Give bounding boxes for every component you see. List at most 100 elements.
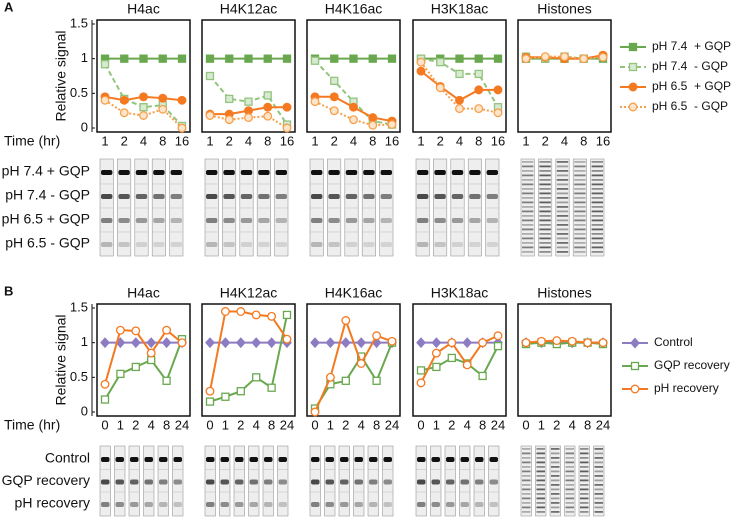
blot-band <box>574 215 586 217</box>
blot-band <box>580 502 589 504</box>
blot-band <box>363 242 375 247</box>
marker <box>387 336 397 346</box>
marker <box>598 52 608 62</box>
blot-band <box>574 183 586 186</box>
blot-band <box>522 475 531 477</box>
x-tick-label: 4 <box>569 417 576 432</box>
blot-band <box>594 506 603 509</box>
blot-band <box>522 224 534 226</box>
blot-band <box>118 170 130 175</box>
marker <box>205 386 215 396</box>
chart-title: Histones <box>537 285 591 301</box>
blot-band <box>591 170 603 172</box>
blot-band <box>594 452 603 455</box>
marker <box>341 316 351 325</box>
blot-band <box>135 242 148 247</box>
marker <box>455 95 464 105</box>
marker <box>521 338 531 348</box>
blot-band <box>345 242 358 247</box>
marker <box>161 337 172 349</box>
legend-label: pH 6.5 - GQP <box>652 99 728 113</box>
blot-band <box>144 502 153 507</box>
blot-band <box>431 502 440 507</box>
blot-band <box>235 502 244 507</box>
blot-band <box>536 470 545 473</box>
marker <box>282 102 292 112</box>
blot-band <box>580 506 589 509</box>
blot-band <box>101 194 113 199</box>
blot-band <box>363 218 375 223</box>
blot-band <box>556 219 569 222</box>
blot-band <box>115 457 124 462</box>
blot-band <box>580 475 589 477</box>
blot-band <box>565 475 574 477</box>
blot-band <box>565 484 574 486</box>
x-tick-label: 16 <box>596 133 610 148</box>
blot-band <box>522 183 534 186</box>
blot-band <box>486 170 498 175</box>
blot-band <box>580 448 589 450</box>
blot-band <box>522 197 534 199</box>
blot-band <box>574 246 586 249</box>
marker <box>310 407 320 417</box>
blot-band <box>489 479 498 485</box>
blot-band <box>591 161 603 163</box>
blot-band <box>556 197 569 199</box>
blot-band <box>556 228 569 231</box>
blot-band <box>556 251 569 253</box>
blot-band <box>565 466 574 468</box>
blot-band <box>574 192 586 195</box>
marker <box>368 54 377 63</box>
series-line <box>314 100 393 127</box>
blot-band <box>258 218 270 223</box>
blot-band <box>539 219 551 222</box>
blot-band <box>574 165 586 168</box>
blot-band <box>536 457 545 459</box>
marker <box>235 337 246 349</box>
x-tick-label: 1 <box>117 417 124 432</box>
chart-title: H4K12ac <box>220 285 278 301</box>
marker <box>493 331 503 341</box>
blot-band <box>591 210 603 213</box>
marker <box>349 54 358 63</box>
blot-band <box>522 179 534 181</box>
blot-band <box>383 457 392 462</box>
blot-band <box>380 242 392 247</box>
marker <box>540 52 550 62</box>
blot-band <box>383 502 392 507</box>
marker <box>493 108 503 118</box>
blot-band <box>539 246 551 249</box>
marker <box>244 54 253 63</box>
blot-band <box>556 224 569 226</box>
blot-band <box>565 470 574 473</box>
marker <box>282 123 292 133</box>
x-tick-label: 8 <box>584 417 591 432</box>
blot-band <box>551 452 560 455</box>
panel-label: A <box>4 0 14 14</box>
marker <box>139 92 148 102</box>
blot-band <box>417 242 429 247</box>
x-tick-label: 2 <box>226 133 233 148</box>
marker <box>263 54 272 63</box>
blot-band <box>591 233 603 235</box>
marker <box>252 373 261 382</box>
x-tick-label: 1 <box>417 133 424 148</box>
marker <box>177 54 187 63</box>
blot-band <box>240 242 253 247</box>
x-tick-label: 8 <box>479 417 486 432</box>
blot-band <box>417 170 429 175</box>
blot-band <box>220 479 229 485</box>
marker <box>236 387 245 396</box>
x-tick-label: 2 <box>542 133 549 148</box>
blot-band <box>522 484 531 486</box>
x-tick-label: 1 <box>522 133 529 148</box>
blot-lane <box>172 445 184 517</box>
blot-band <box>591 237 603 240</box>
blot-band <box>159 479 168 485</box>
blot-band <box>536 493 545 495</box>
blot-lane <box>520 158 535 257</box>
plot-frame <box>306 19 401 133</box>
blot-band <box>311 502 320 507</box>
marker <box>263 91 272 100</box>
